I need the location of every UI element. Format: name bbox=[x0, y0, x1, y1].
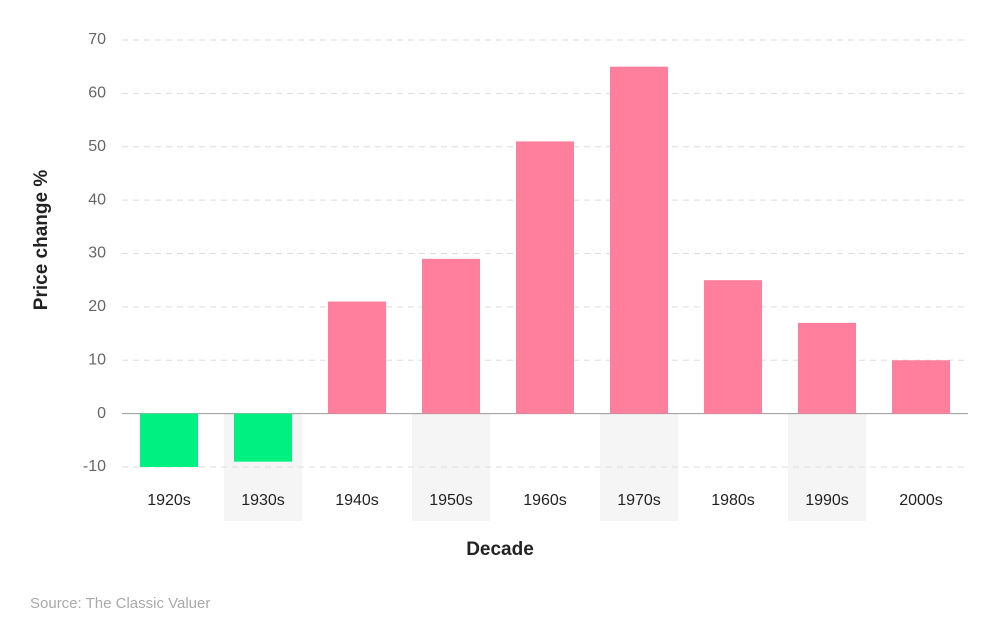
bar bbox=[328, 301, 386, 414]
bar bbox=[422, 258, 480, 414]
y-tick-label: 20 bbox=[88, 298, 106, 315]
bar bbox=[892, 360, 950, 414]
bar bbox=[704, 280, 762, 414]
y-tick-label: 50 bbox=[88, 138, 106, 155]
y-tick-label: 30 bbox=[88, 245, 106, 262]
y-tick-label: -10 bbox=[83, 458, 106, 475]
x-tick-label: 2000s bbox=[899, 492, 943, 509]
x-tick-label: 1970s bbox=[617, 492, 661, 509]
x-tick-label: 1990s bbox=[805, 492, 849, 509]
x-tick-label: 1950s bbox=[429, 492, 473, 509]
y-tick-label: 0 bbox=[97, 405, 106, 422]
x-tick-label: 1960s bbox=[523, 492, 567, 509]
x-tick-label: 1940s bbox=[335, 492, 379, 509]
y-tick-label: 40 bbox=[88, 191, 106, 208]
x-axis-label: Decade bbox=[466, 539, 534, 560]
x-tick-label: 1920s bbox=[147, 492, 191, 509]
bar bbox=[234, 413, 292, 462]
y-tick-label: 60 bbox=[88, 85, 106, 102]
y-tick-label: 10 bbox=[88, 351, 106, 368]
bar bbox=[798, 322, 856, 414]
x-tick-label: 1930s bbox=[241, 492, 285, 509]
bar bbox=[610, 66, 668, 414]
y-tick-label: 70 bbox=[88, 31, 106, 48]
bar bbox=[140, 413, 198, 467]
source: Source: The Classic Valuer bbox=[30, 595, 210, 612]
bar bbox=[516, 141, 574, 414]
x-tick-label: 1980s bbox=[711, 492, 755, 509]
y-axis-label: Price change % bbox=[31, 170, 52, 311]
